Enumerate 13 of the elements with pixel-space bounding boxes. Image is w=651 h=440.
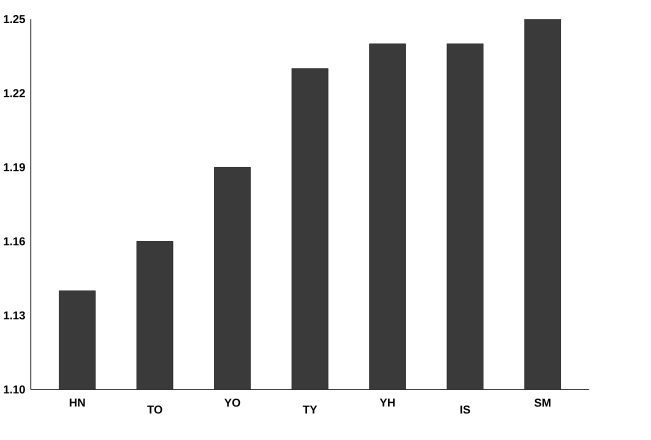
y-tick-label: 1.13 xyxy=(4,311,25,320)
y-tick-label: 1.22 xyxy=(4,89,25,98)
x-tick-label: YH xyxy=(380,398,395,406)
y-tick-label: 1.10 xyxy=(4,385,25,394)
x-tick-label: SM xyxy=(534,398,550,407)
x-tick-label: YO xyxy=(224,398,240,407)
y-tick-label: 1.25 xyxy=(4,15,26,24)
x-tick-label: HN xyxy=(70,398,85,406)
x-tick-label: IS xyxy=(460,406,470,414)
x-tick-label: TY xyxy=(302,406,318,414)
x-tick-label: TO xyxy=(147,406,162,414)
y-tick-label: 1.16 xyxy=(4,237,25,246)
y-tick-label: 1.19 xyxy=(4,163,25,172)
